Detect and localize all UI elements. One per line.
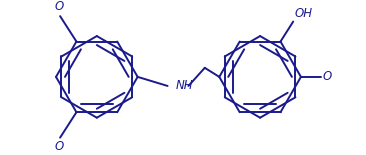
Text: O: O (323, 70, 332, 83)
Text: O: O (55, 0, 64, 13)
Text: O: O (55, 140, 64, 153)
Text: NH: NH (176, 80, 193, 92)
Text: OH: OH (295, 7, 313, 20)
